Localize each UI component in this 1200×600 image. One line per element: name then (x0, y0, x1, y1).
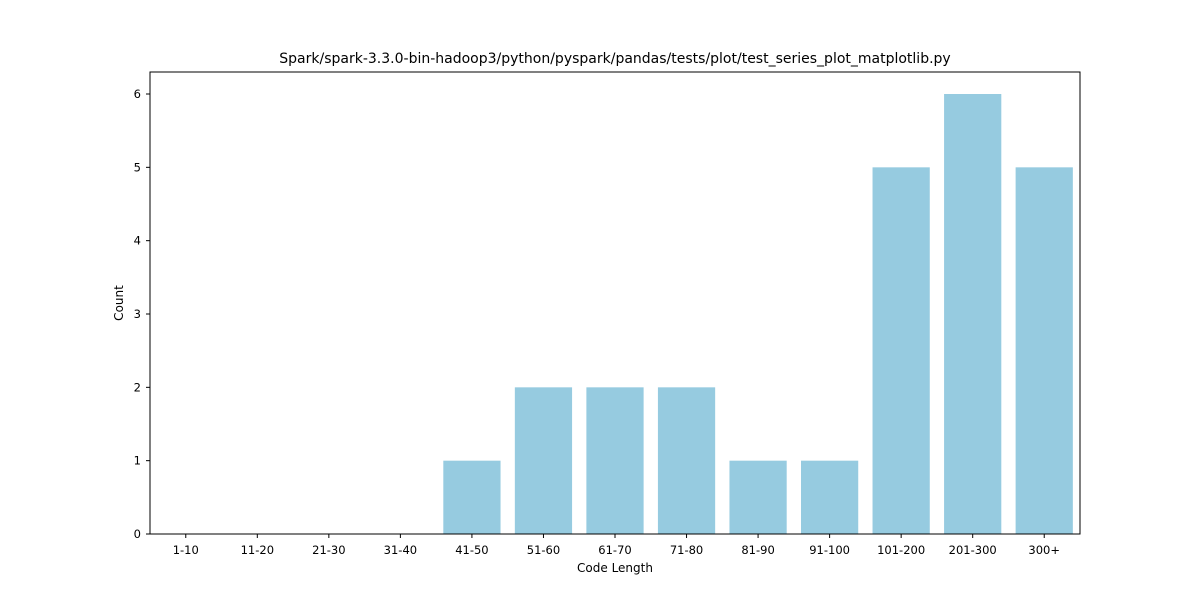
bar-300+ (1015, 167, 1073, 535)
y-tick-label: 2 (134, 380, 141, 394)
x-axis: 1-10 11-20 21-30 31-40 41-50 51-60 61-70 71-80 8… (173, 534, 1060, 557)
x-tick-label: 91-100 (809, 543, 850, 557)
bar-201-300 (944, 94, 1002, 534)
bar-71-80 (657, 387, 716, 534)
x-tick-label: 21-30 (312, 543, 345, 557)
x-tick-label: 61-70 (598, 543, 631, 557)
bars-layer (443, 94, 1073, 535)
y-tick-label: 6 (134, 87, 141, 101)
y-tick-label: 0 (134, 527, 141, 541)
y-tick-label: 5 (134, 160, 141, 174)
x-axis-label: Code Length (577, 561, 653, 575)
y-axis: 0 1 2 3 4 5 6 (134, 87, 150, 541)
bar-81-90 (729, 460, 787, 534)
x-tick-label: 41-50 (455, 543, 488, 557)
y-tick-label: 1 (134, 454, 141, 468)
bar-51-60 (514, 387, 573, 534)
x-tick-label: 71-80 (670, 543, 703, 557)
x-tick-label: 1-10 (173, 543, 199, 557)
bar-61-70 (586, 387, 644, 534)
x-tick-label: 300+ (1028, 543, 1060, 557)
x-tick-label: 31-40 (384, 543, 417, 557)
chart-title: Spark/spark-3.3.0-bin-hadoop3/python/pys… (279, 51, 950, 67)
x-tick-label: 51-60 (527, 543, 560, 557)
y-tick-label: 3 (134, 307, 141, 321)
bar-101-200 (872, 167, 930, 535)
x-tick-label: 81-90 (741, 543, 774, 557)
y-axis-label: Count (112, 285, 126, 321)
bar-91-100 (801, 460, 859, 534)
y-tick-label: 4 (134, 234, 141, 248)
x-tick-label: 101-200 (877, 543, 925, 557)
x-tick-label: 201-300 (949, 543, 997, 557)
x-tick-label: 11-20 (241, 543, 274, 557)
bar-41-50 (443, 460, 501, 534)
